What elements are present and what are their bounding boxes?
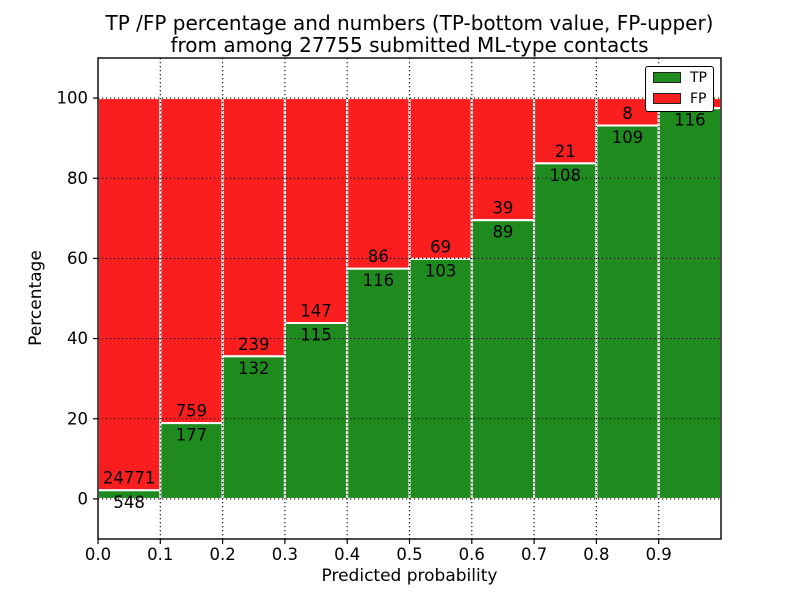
bar-fp-3 <box>283 97 349 324</box>
annotation-fp-4: 86 <box>368 247 389 266</box>
x-tick-label-1: 0.1 <box>147 545 173 564</box>
bar-fp-5 <box>408 97 473 260</box>
y-axis-label: Percentage <box>26 250 46 346</box>
annotation-tp-2: 132 <box>238 359 270 378</box>
fp-legend-label: FP <box>690 90 707 107</box>
annotation-tp-5: 103 <box>425 261 457 280</box>
bar-tp-5 <box>408 257 473 500</box>
bar-tp-2 <box>221 355 286 500</box>
chart-title-line1: TP /FP percentage and numbers (TP-bottom… <box>105 11 714 35</box>
bar-tp-9 <box>657 107 723 500</box>
x-tick-label-0: 0.0 <box>85 545 111 564</box>
annotation-tp-3: 115 <box>300 326 332 345</box>
fp-legend-swatch <box>653 93 681 104</box>
annotation-fp-8: 8 <box>622 104 633 123</box>
annotation-tp-1: 177 <box>176 426 208 445</box>
tp-legend-label: TP <box>690 69 707 86</box>
bar-fp-0 <box>97 97 162 492</box>
y-tick-label-4: 80 <box>67 169 88 188</box>
x-tick-label-7: 0.7 <box>521 545 547 564</box>
x-tick-label-4: 0.4 <box>334 545 360 564</box>
y-tick-label-5: 100 <box>57 89 89 108</box>
x-tick-label-5: 0.5 <box>396 545 422 564</box>
annotation-tp-0: 548 <box>113 493 145 512</box>
bar-fp-6 <box>470 97 536 222</box>
bar-fp-4 <box>346 97 411 270</box>
annotation-fp-6: 39 <box>492 199 513 218</box>
annotation-fp-1: 759 <box>176 402 208 421</box>
legend-entry-fp: FP <box>646 88 713 109</box>
bar-tp-7 <box>533 162 598 500</box>
annotation-fp-7: 21 <box>555 142 576 161</box>
x-axis-label: Predicted probability <box>321 566 498 586</box>
tp-legend-swatch <box>653 72 681 83</box>
legend-box: TP FP <box>645 66 714 112</box>
annotation-fp-5: 69 <box>430 237 451 256</box>
x-tick-label-6: 0.6 <box>459 545 485 564</box>
annotation-fp-0: 24771 <box>103 469 156 488</box>
x-tick-label-8: 0.8 <box>583 545 609 564</box>
chart-title-line2: from among 27755 submitted ML-type conta… <box>170 33 649 57</box>
bar-fp-2 <box>221 97 286 358</box>
x-tick-label-2: 0.2 <box>209 545 235 564</box>
y-tick-label-2: 40 <box>67 329 88 348</box>
y-tick-label-3: 60 <box>67 249 88 268</box>
legend-entry-tp: TP <box>646 67 713 88</box>
bar-tp-3 <box>283 321 349 500</box>
annotation-tp-7: 108 <box>550 166 582 185</box>
bar-tp-6 <box>470 219 536 500</box>
annotation-tp-8: 109 <box>612 128 644 147</box>
x-tick-label-3: 0.3 <box>272 545 298 564</box>
bar-tp-8 <box>595 124 660 500</box>
annotation-tp-9: 116 <box>674 111 706 130</box>
bar-tp-1 <box>159 422 224 500</box>
annotation-tp-6: 89 <box>492 223 513 242</box>
bar-fp-1 <box>159 97 224 425</box>
bar-tp-4 <box>346 267 411 500</box>
annotation-fp-2: 239 <box>238 335 270 354</box>
annotation-fp-3: 147 <box>300 301 332 320</box>
y-tick-label-1: 20 <box>67 409 88 428</box>
y-tick-label-0: 0 <box>78 489 89 508</box>
x-tick-label-9: 0.9 <box>646 545 672 564</box>
annotation-tp-4: 116 <box>363 271 395 290</box>
